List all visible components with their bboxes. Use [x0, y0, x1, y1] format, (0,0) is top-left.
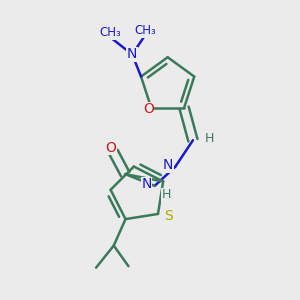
- Text: N: N: [127, 47, 137, 61]
- Text: H: H: [162, 188, 171, 201]
- Text: N: N: [141, 177, 152, 191]
- Text: O: O: [143, 102, 154, 116]
- Text: H: H: [204, 132, 214, 145]
- Text: O: O: [105, 141, 116, 154]
- Text: N: N: [163, 158, 173, 172]
- Text: CH₃: CH₃: [99, 26, 121, 39]
- Text: S: S: [164, 209, 173, 223]
- Text: CH₃: CH₃: [135, 24, 156, 38]
